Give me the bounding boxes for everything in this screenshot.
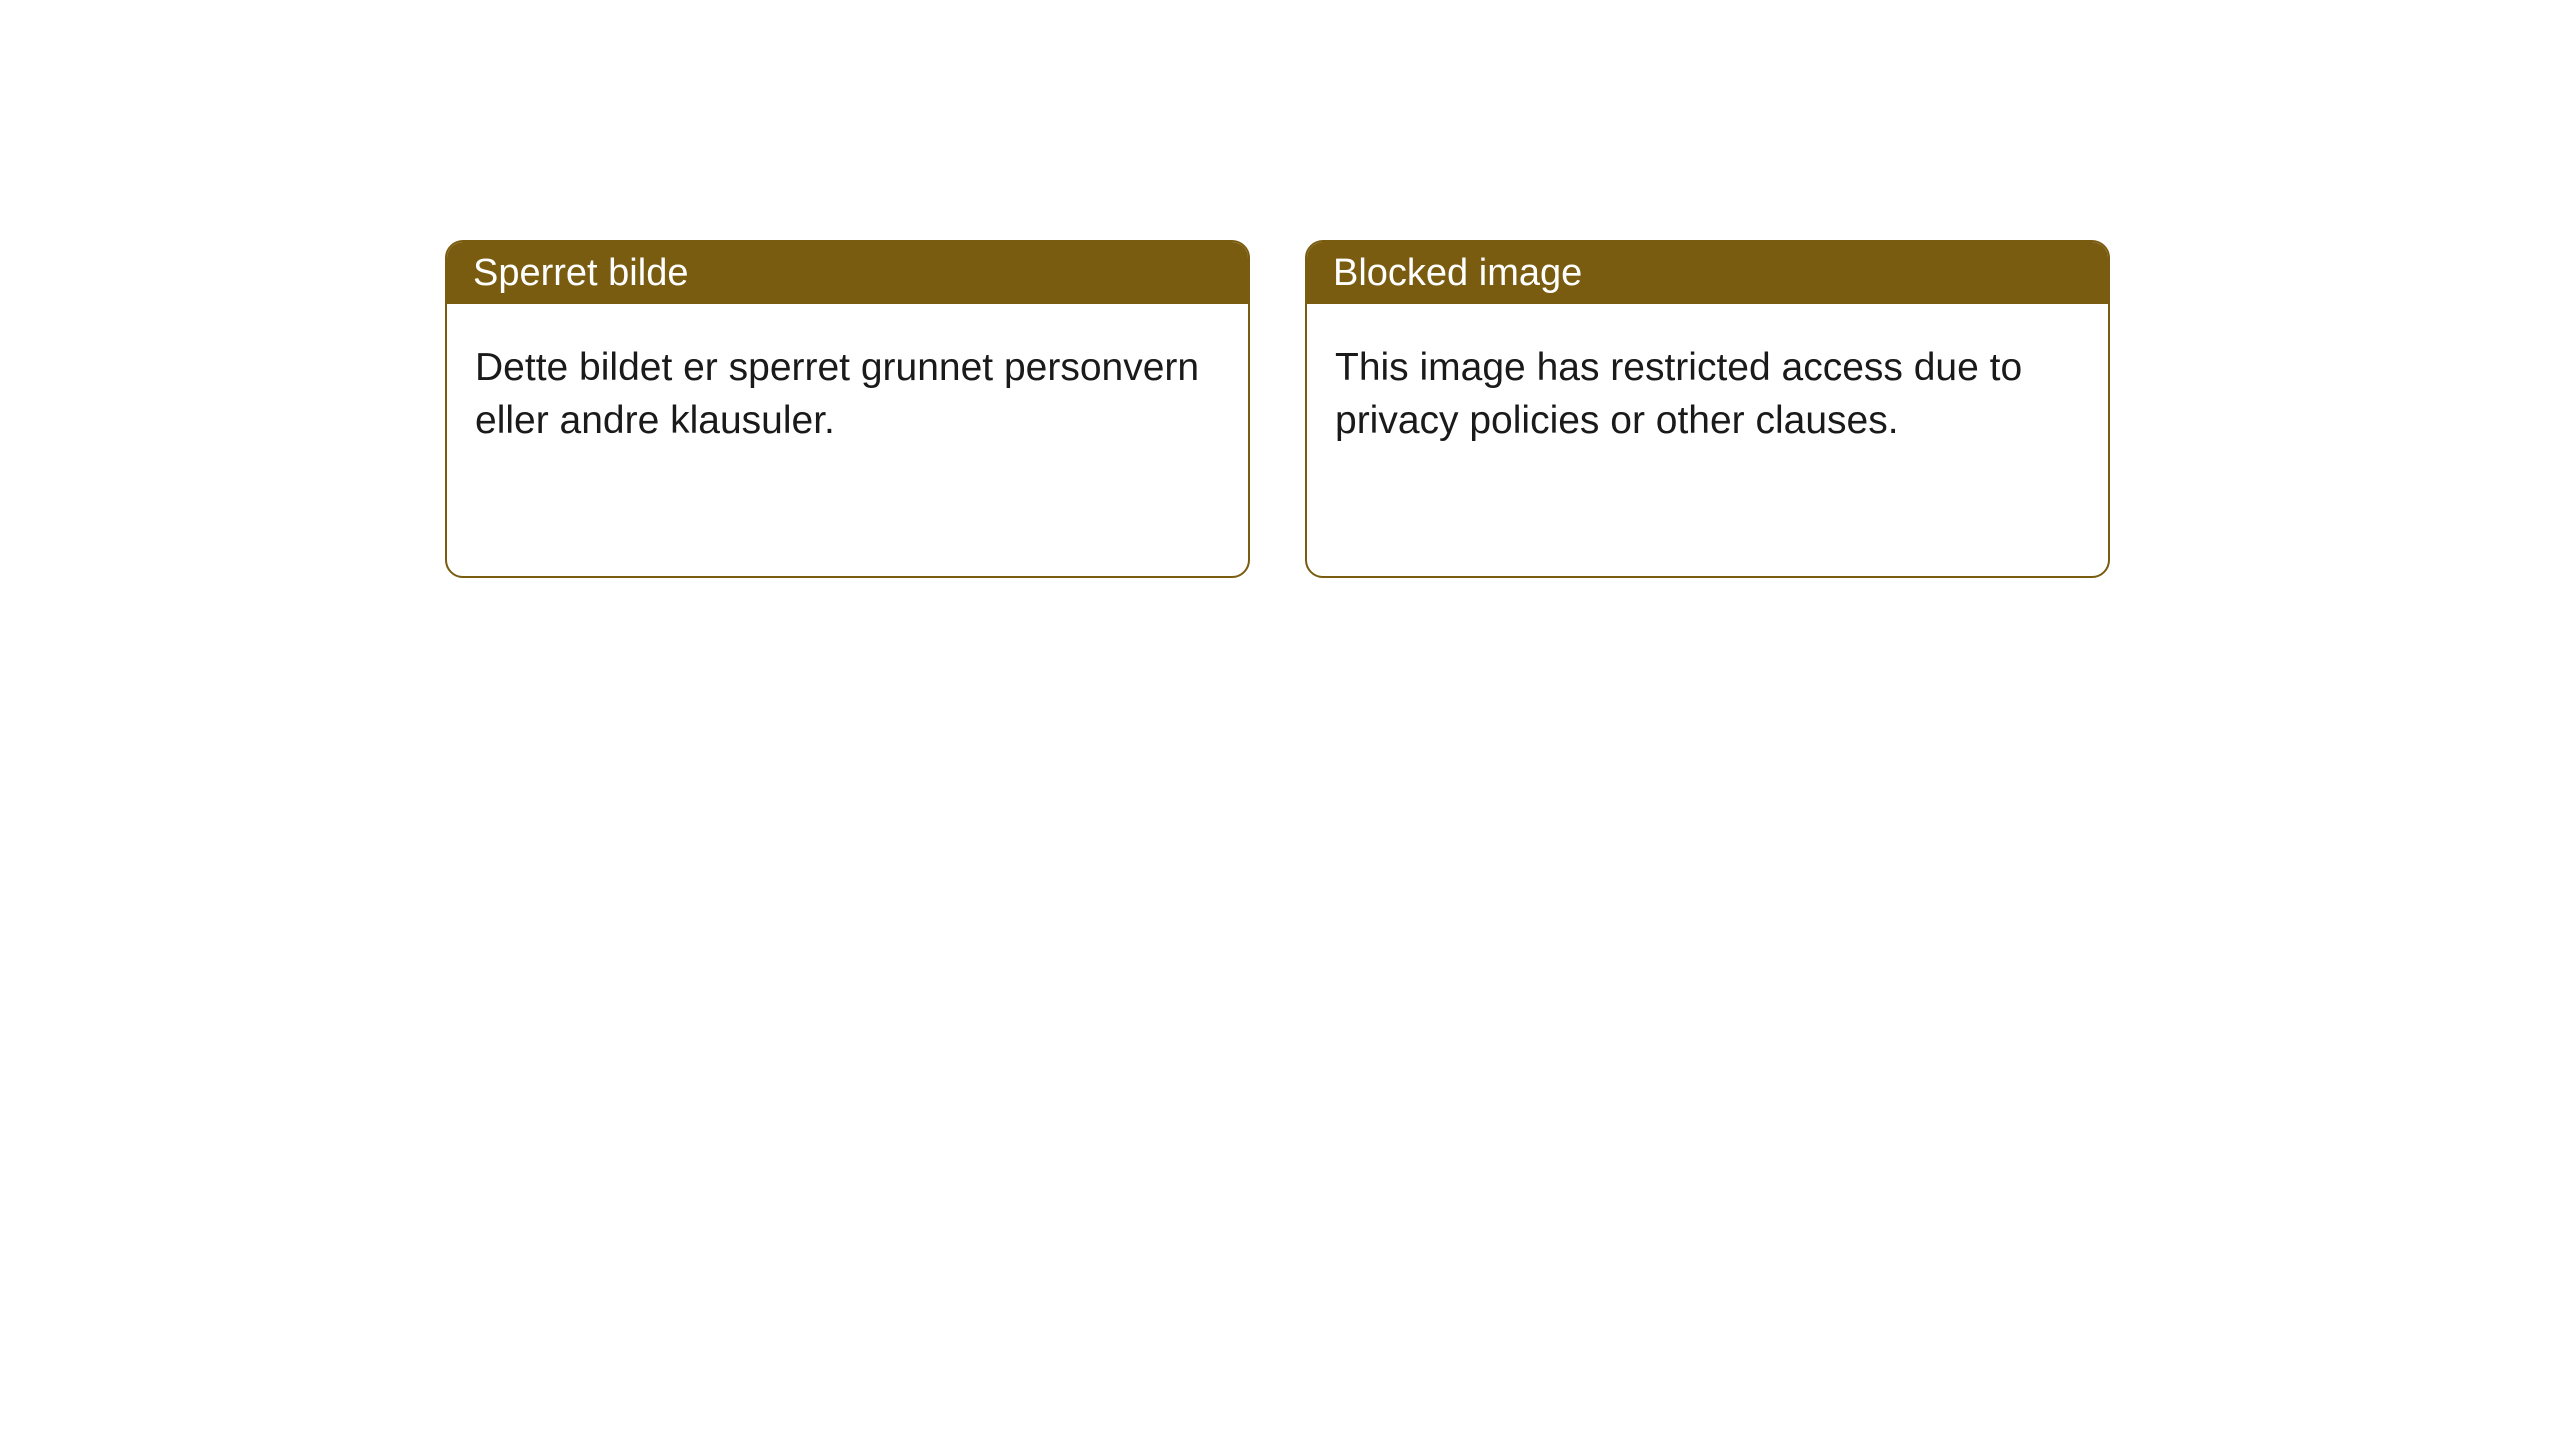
notice-card-title: Sperret bilde [473, 252, 688, 295]
notice-card-title: Blocked image [1333, 252, 1582, 295]
notice-card-header: Blocked image [1307, 242, 2108, 304]
notice-card-body: This image has restricted access due to … [1307, 304, 2108, 485]
notice-card-message: This image has restricted access due to … [1335, 346, 2022, 442]
notice-cards-container: Sperret bilde Dette bildet er sperret gr… [445, 240, 2110, 578]
notice-card-message: Dette bildet er sperret grunnet personve… [475, 346, 1199, 442]
notice-card-en: Blocked image This image has restricted … [1305, 240, 2110, 578]
notice-card-body: Dette bildet er sperret grunnet personve… [447, 304, 1248, 485]
notice-card-no: Sperret bilde Dette bildet er sperret gr… [445, 240, 1250, 578]
notice-card-header: Sperret bilde [447, 242, 1248, 304]
